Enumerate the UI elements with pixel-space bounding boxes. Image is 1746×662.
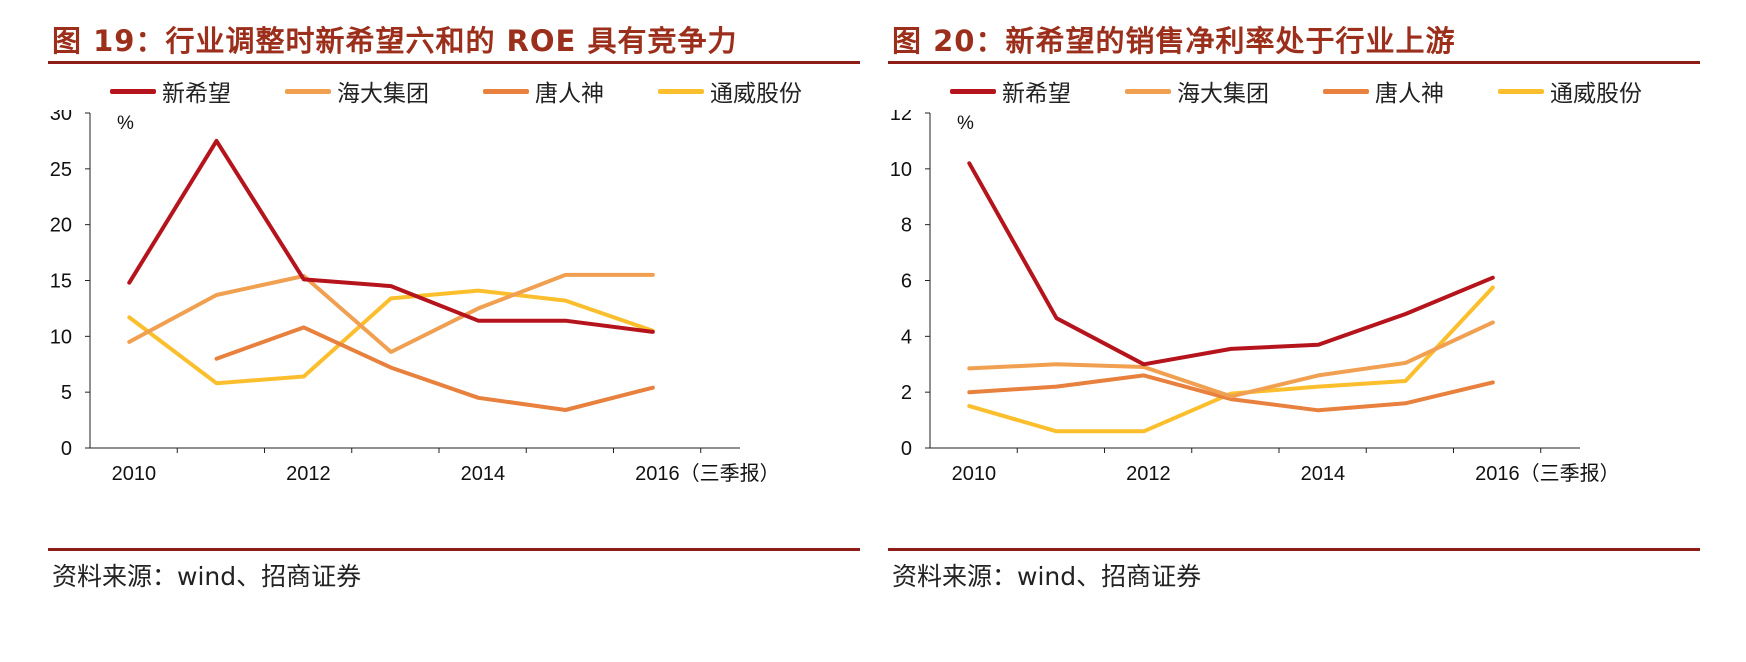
series-line — [967, 161, 1495, 367]
x-tick-label: 2016（三季报） — [1475, 462, 1620, 485]
legend-swatch — [1125, 88, 1171, 94]
series-line — [967, 285, 1495, 434]
legend-item: 新希望 — [950, 74, 1071, 108]
legend-item: 通威股份 — [1498, 74, 1642, 108]
y-tick-label: 25 — [50, 159, 72, 181]
y-tick-label: 0 — [901, 438, 912, 460]
x-tick-label: 2010 — [112, 463, 157, 485]
series-line — [127, 138, 655, 334]
legend-label: 通威股份 — [710, 81, 802, 107]
legend-label: 海大集团 — [337, 81, 429, 107]
y-tick-label: 30 — [50, 110, 72, 125]
legend-item: 通威股份 — [658, 74, 802, 108]
y-tick-label: 2 — [901, 382, 912, 404]
legend-item: 海大集团 — [285, 74, 429, 108]
y-tick-label: 5 — [61, 382, 72, 404]
legend-item: 新希望 — [110, 74, 231, 108]
series-line — [214, 325, 655, 412]
legend-swatch — [285, 88, 331, 94]
y-tick-label: 15 — [50, 271, 72, 293]
y-tick-label: 20 — [50, 215, 72, 237]
series-line — [967, 373, 1495, 413]
y-tick-label: 10 — [50, 326, 72, 348]
legend-item: 唐人神 — [1323, 74, 1444, 108]
y-tick-label: 8 — [901, 215, 912, 237]
chart-title: 图 19：行业调整时新希望六和的 ROE 具有竞争力 — [52, 24, 738, 58]
legend-label: 唐人神 — [1375, 81, 1444, 107]
title-divider — [48, 61, 860, 64]
chart-legend: 新希望 海大集团 唐人神 通威股份 — [950, 74, 1696, 108]
chart-panel-net-margin: 图 20：新希望的销售净利率处于行业上游 新希望 海大集团 唐人神 通威股份 0… — [888, 0, 1700, 662]
y-tick-label: 12 — [890, 110, 912, 125]
x-tick-label: 2012 — [286, 463, 331, 485]
legend-swatch — [1498, 88, 1544, 94]
legend-swatch — [483, 88, 529, 94]
x-tick-label: 2014 — [1301, 463, 1346, 485]
x-tick-label: 2012 — [1126, 463, 1171, 485]
legend-label: 新希望 — [162, 81, 231, 107]
y-tick-label: 6 — [901, 271, 912, 293]
unit-label: % — [117, 113, 134, 134]
unit-label: % — [957, 113, 974, 134]
legend-label: 海大集团 — [1177, 81, 1269, 107]
legend-label: 新希望 — [1002, 81, 1071, 107]
line-chart-roe: 0 5 10 15 20 25 30 2010 2012 2014 2016（三季报）% — [50, 110, 780, 485]
source-note: 资料来源：wind、招商证券 — [52, 562, 362, 591]
legend-swatch — [950, 88, 996, 94]
line-chart-net-margin: 0 2 4 6 8 10 12 2010 2012 2014 2016（三季报）% — [890, 110, 1620, 485]
source-divider — [48, 548, 860, 551]
legend-item: 唐人神 — [483, 74, 604, 108]
legend-label: 唐人神 — [535, 81, 604, 107]
legend-swatch — [110, 88, 156, 94]
title-divider — [888, 61, 1700, 64]
chart-panel-roe: 图 19：行业调整时新希望六和的 ROE 具有竞争力 新希望 海大集团 唐人神 … — [48, 0, 860, 662]
x-tick-label: 2010 — [952, 463, 997, 485]
source-divider — [888, 548, 1700, 551]
chart-title: 图 20：新希望的销售净利率处于行业上游 — [892, 24, 1456, 58]
series-line — [967, 320, 1495, 399]
source-note: 资料来源：wind、招商证券 — [892, 562, 1202, 591]
y-tick-label: 0 — [61, 438, 72, 460]
y-tick-label: 10 — [890, 159, 912, 181]
legend-item: 海大集团 — [1125, 74, 1269, 108]
chart-legend: 新希望 海大集团 唐人神 通威股份 — [110, 74, 856, 108]
legend-swatch — [658, 88, 704, 94]
series-line — [127, 288, 655, 386]
x-tick-label: 2016（三季报） — [635, 462, 780, 485]
legend-label: 通威股份 — [1550, 81, 1642, 107]
x-tick-label: 2014 — [461, 463, 506, 485]
legend-swatch — [1323, 88, 1369, 94]
series-line — [127, 272, 655, 354]
y-tick-label: 4 — [901, 326, 912, 348]
